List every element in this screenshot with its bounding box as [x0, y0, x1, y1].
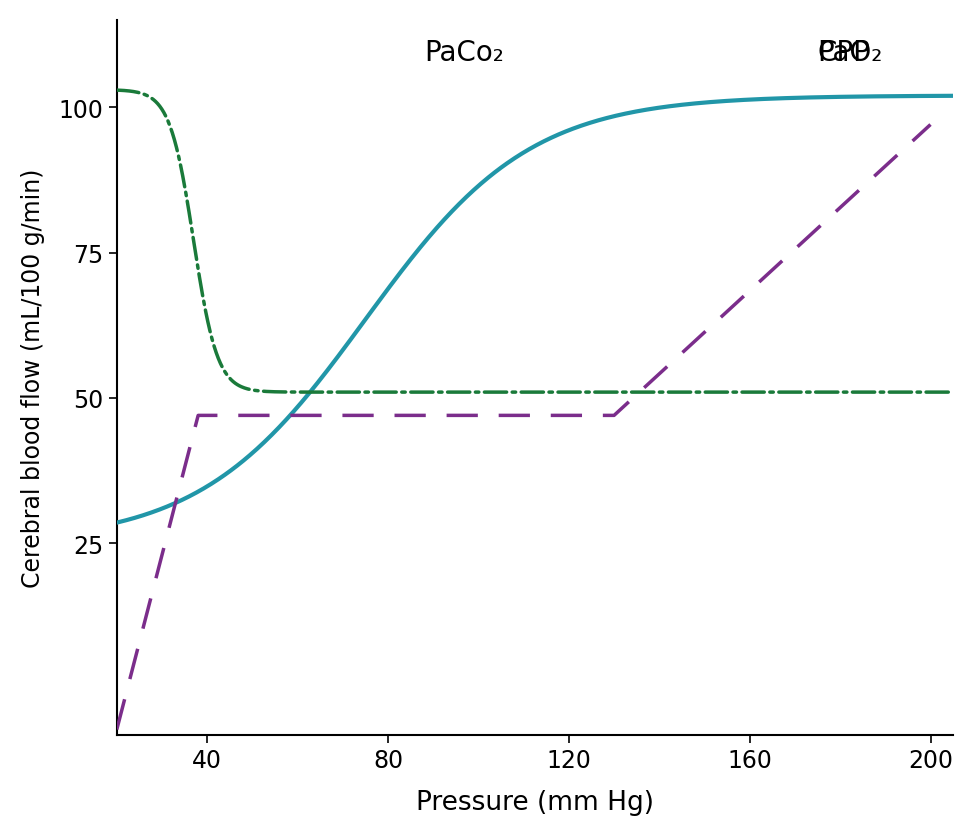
- X-axis label: Pressure (mm Hg): Pressure (mm Hg): [416, 789, 654, 815]
- Text: CPP: CPP: [818, 39, 871, 67]
- Text: PaCo₂: PaCo₂: [425, 39, 504, 67]
- Y-axis label: Cerebral blood flow (mL/100 g/min): Cerebral blood flow (mL/100 g/min): [20, 169, 45, 588]
- Text: PaO₂: PaO₂: [818, 39, 883, 67]
